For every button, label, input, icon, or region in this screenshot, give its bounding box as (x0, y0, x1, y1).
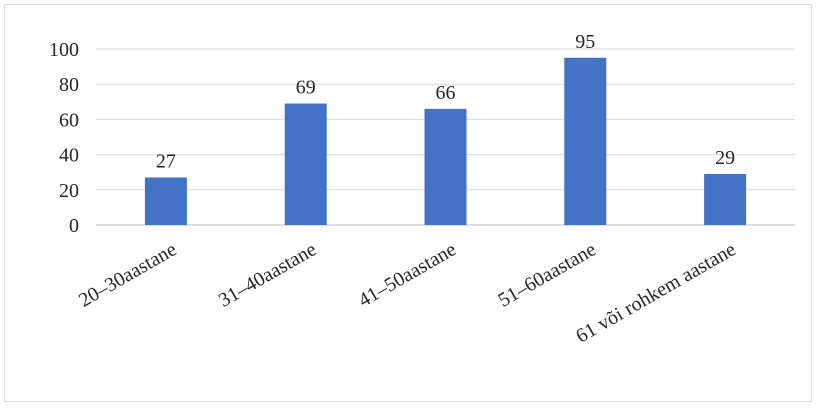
y-axis-ticks: 0 20 40 60 80 100 (49, 39, 79, 237)
x-tick-label: 20–30aastane (75, 238, 180, 312)
bar (704, 173, 747, 225)
y-tick-label: 40 (59, 145, 79, 167)
y-tick-label: 80 (59, 74, 79, 96)
bars (144, 57, 747, 225)
data-label: 95 (575, 31, 595, 53)
y-tick-label: 20 (59, 180, 79, 202)
y-tick-label: 60 (59, 109, 79, 131)
chart-frame: 0 20 40 60 80 100 27 69 66 95 29 20–30aastane 31–4… (4, 4, 812, 402)
y-tick-label: 100 (49, 39, 79, 61)
x-axis-labels: 20–30aastane 31–40aastane 41–50aastane 51–6… (75, 238, 740, 347)
data-label: 66 (436, 82, 456, 104)
x-tick-label: 41–50aastane (355, 238, 460, 312)
data-label: 69 (296, 77, 316, 99)
bar (564, 57, 607, 225)
bar (424, 108, 467, 225)
bar-chart: 0 20 40 60 80 100 27 69 66 95 29 20–30aastane 31–4… (49, 31, 795, 348)
data-label: 29 (715, 147, 735, 169)
x-tick-label: 51–60aastane (495, 238, 600, 312)
data-labels: 27 69 66 95 29 (156, 31, 735, 173)
bar (284, 103, 327, 225)
x-tick-label: 31–40aastane (215, 238, 320, 312)
bar (144, 177, 187, 225)
y-tick-label: 0 (69, 215, 79, 237)
data-label: 27 (156, 150, 176, 172)
